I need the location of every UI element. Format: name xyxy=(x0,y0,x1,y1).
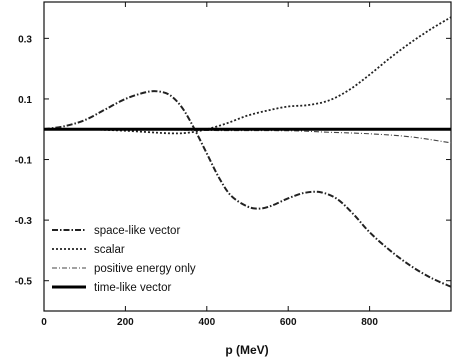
x-tick-label: 200 xyxy=(117,317,134,328)
series-line-space-like-vector xyxy=(43,90,452,288)
x-axis-label: p (MeV) xyxy=(225,343,268,357)
y-tick-label: -0.5 xyxy=(15,277,33,288)
series-lines xyxy=(43,16,452,288)
series-line-positive-energy-only xyxy=(43,128,452,144)
x-tick-label: 400 xyxy=(198,317,215,328)
y-tick-label: -0.3 xyxy=(15,216,33,227)
series-line-scalar xyxy=(43,16,452,135)
tick-labels: 0 200 400 600 800 0.3 0.1 -0.1 -0.3 -0.5 xyxy=(15,34,379,328)
y-tick-label: 0.1 xyxy=(18,95,32,106)
x-tick-label: 600 xyxy=(280,317,297,328)
y-tick-label: -0.1 xyxy=(15,156,33,167)
legend-label-scalar: scalar xyxy=(94,244,125,256)
x-tick-label: 800 xyxy=(361,317,378,328)
ticks xyxy=(43,2,451,311)
legend-label-time-like-vector: time-like vector xyxy=(94,282,171,294)
legend: space-like vector scalar positive energy o… xyxy=(52,225,196,294)
plot-frame xyxy=(43,1,452,312)
x-tick-label: 0 xyxy=(41,317,47,328)
legend-label-positive-energy-only: positive energy only xyxy=(94,263,196,275)
legend-label-space-like-vector: space-like vector xyxy=(94,225,180,237)
y-tick-label: 0.3 xyxy=(18,34,32,45)
